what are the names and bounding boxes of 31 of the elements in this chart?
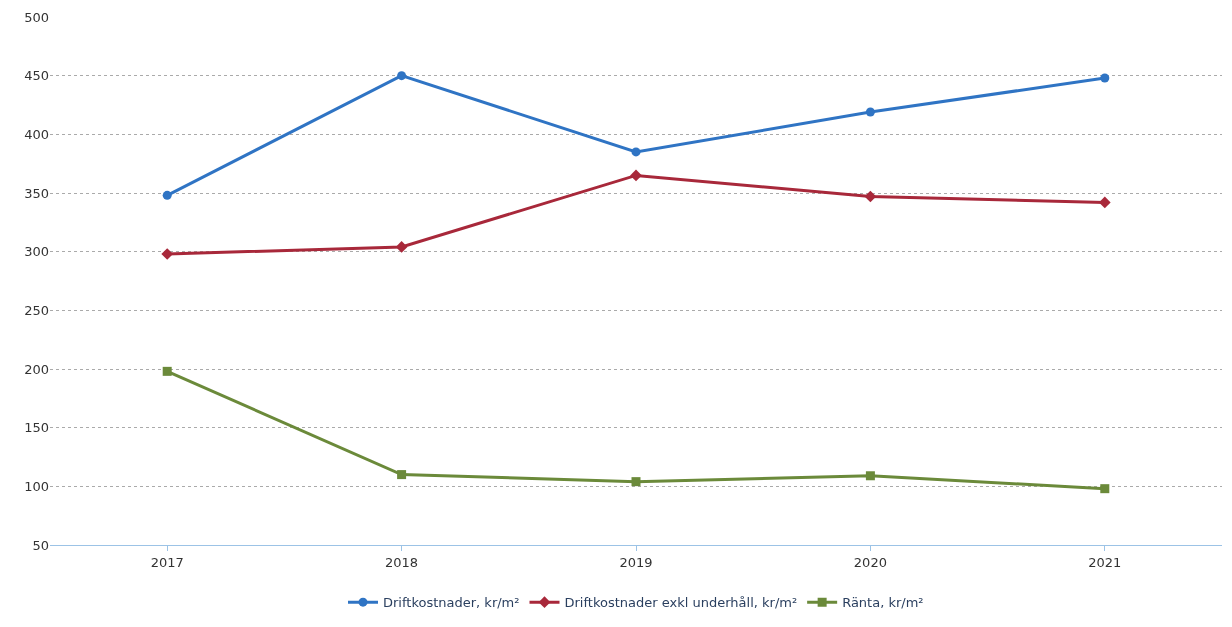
- legend-label: Driftkostnader exkl underhåll, kr/m²: [564, 595, 798, 611]
- point: [865, 471, 875, 481]
- y-tick-label: 450: [24, 68, 49, 84]
- point: [864, 190, 877, 203]
- y-tick-label: 200: [24, 361, 49, 377]
- point: [397, 470, 407, 480]
- point: [865, 107, 875, 117]
- y-tick-label: 250: [24, 302, 49, 318]
- y-tick-label: 150: [24, 420, 49, 436]
- y-tick-label: 50: [32, 537, 49, 553]
- y-tick-label: 500: [24, 9, 49, 25]
- point: [162, 366, 172, 376]
- y-tick-label: 350: [24, 185, 49, 201]
- x-tick-label: 2020: [853, 554, 887, 570]
- point: [631, 147, 641, 157]
- y-tick-label: 300: [24, 244, 49, 260]
- point: [630, 169, 642, 182]
- legend-label: Driftkostnader, kr/m²: [383, 595, 520, 611]
- legend-label: Ränta, kr/m²: [842, 595, 924, 611]
- x-tick-label: 2018: [385, 554, 419, 570]
- point: [397, 71, 407, 81]
- y-tick-label: 400: [24, 126, 49, 142]
- point: [1100, 484, 1110, 494]
- point: [395, 241, 408, 253]
- x-tick-label: 2017: [150, 554, 184, 570]
- point: [162, 190, 172, 200]
- y-tick-label: 100: [24, 478, 49, 494]
- x-tick-label: 2019: [619, 554, 653, 570]
- x-tick-label: 2021: [1088, 554, 1122, 570]
- point: [631, 477, 641, 487]
- point: [1100, 73, 1110, 83]
